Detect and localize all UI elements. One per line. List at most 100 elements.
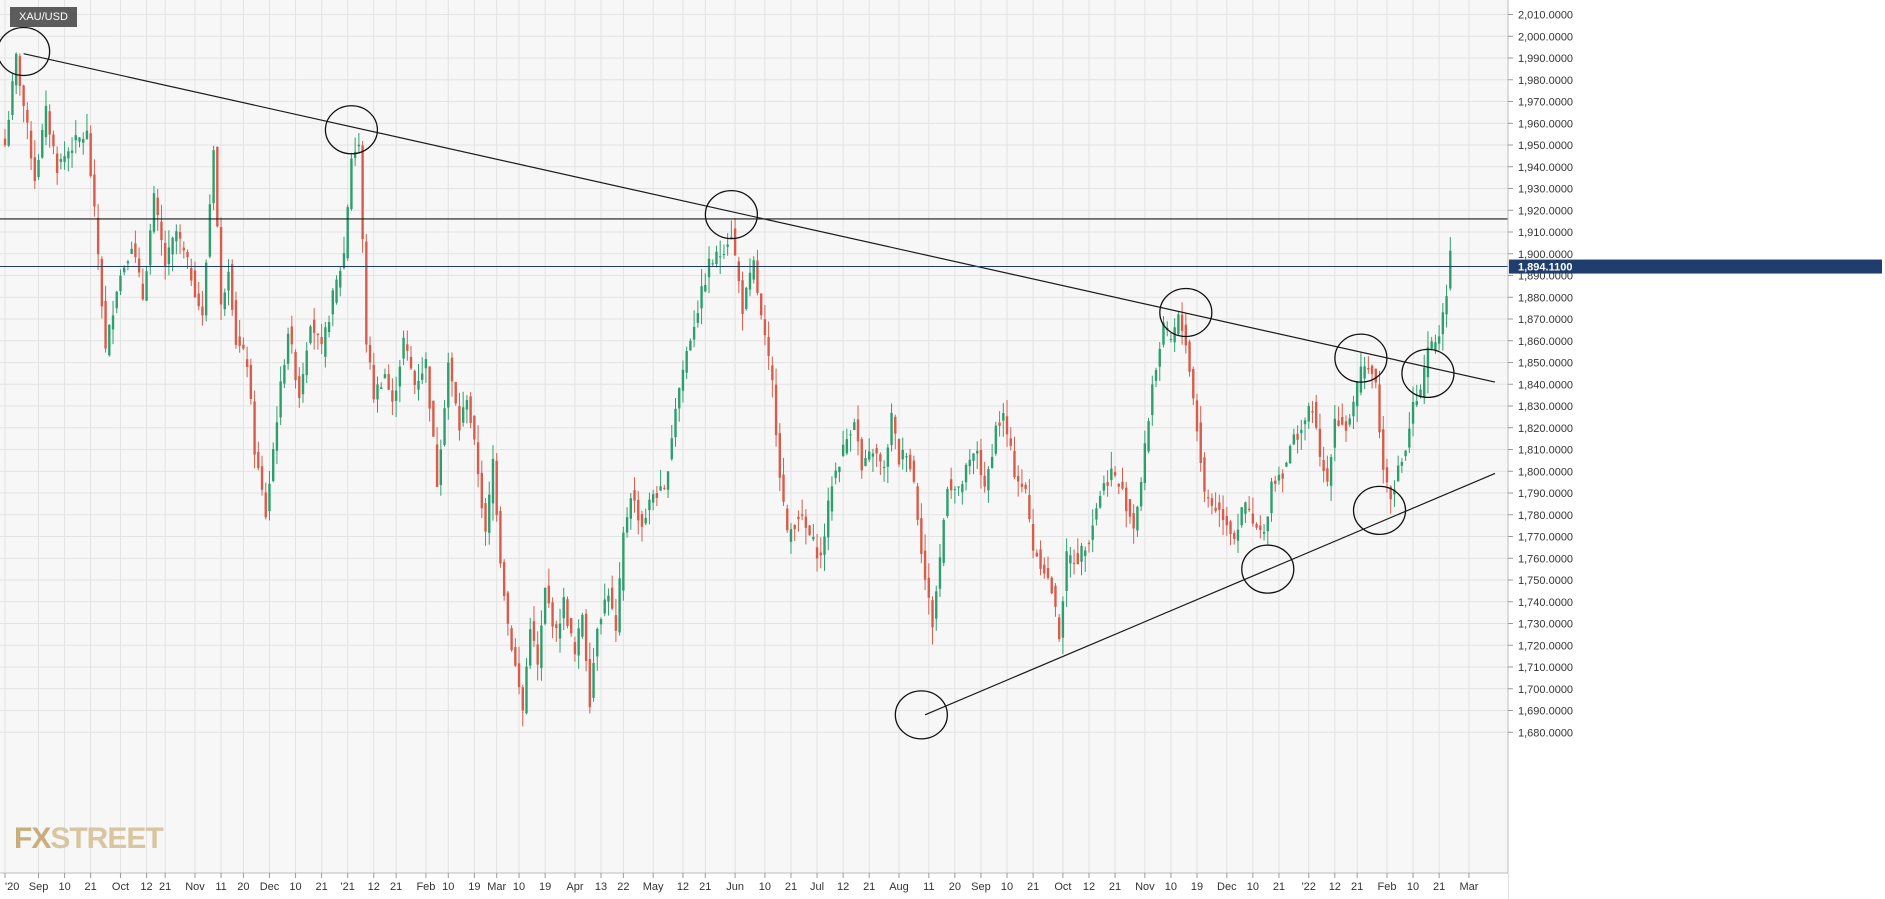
candle bbox=[715, 245, 718, 268]
candle-body bbox=[1002, 413, 1005, 421]
time-tick-label: Dec bbox=[1217, 881, 1237, 893]
candle bbox=[841, 430, 845, 458]
candle bbox=[264, 482, 267, 520]
candle bbox=[774, 368, 778, 447]
candle bbox=[793, 524, 796, 541]
candle bbox=[961, 480, 964, 505]
candle-body bbox=[402, 337, 405, 359]
candle-body bbox=[704, 284, 707, 292]
candle-body bbox=[1158, 348, 1161, 367]
price-tick-label: 1,840.0000 bbox=[1518, 379, 1573, 391]
candle bbox=[104, 285, 107, 353]
candle bbox=[219, 217, 223, 321]
candle bbox=[1344, 415, 1348, 442]
candle-body bbox=[1318, 428, 1322, 457]
candle bbox=[257, 441, 260, 471]
time-axis[interactable]: '20 Sep 10 21 Oct 12 21 Nov 11 20 Dec 10 21 '21 12 21 Fe… bbox=[0, 872, 1508, 899]
candle bbox=[1136, 505, 1139, 537]
time-tick-label: 12 bbox=[368, 881, 380, 893]
candle-body bbox=[85, 130, 89, 140]
candle-body bbox=[808, 525, 811, 536]
candle-body bbox=[1054, 585, 1057, 607]
candle bbox=[719, 240, 722, 275]
candle bbox=[1002, 403, 1005, 437]
candle-body bbox=[37, 159, 40, 178]
candle-body bbox=[115, 291, 118, 309]
candle-body bbox=[152, 193, 156, 232]
candle-body bbox=[1251, 513, 1255, 524]
candle-body bbox=[1426, 347, 1430, 378]
candle bbox=[74, 120, 77, 154]
candle bbox=[1240, 506, 1243, 528]
candle bbox=[1415, 384, 1418, 408]
candle bbox=[812, 523, 815, 542]
candle bbox=[156, 188, 159, 231]
candle-body bbox=[1043, 564, 1046, 574]
candle bbox=[1329, 454, 1333, 501]
candle bbox=[692, 310, 696, 348]
candle bbox=[1084, 546, 1087, 572]
candle-body bbox=[178, 231, 182, 239]
candle-body bbox=[566, 599, 569, 627]
candle-body bbox=[651, 494, 655, 503]
candle-body bbox=[488, 494, 491, 533]
candle bbox=[96, 204, 100, 270]
candle bbox=[942, 518, 945, 567]
candle-body bbox=[216, 146, 219, 227]
candle-body bbox=[1028, 494, 1031, 520]
candle-body bbox=[629, 498, 632, 519]
candle-body bbox=[532, 621, 536, 641]
candle bbox=[361, 141, 364, 253]
price-tick-label: 1,860.0000 bbox=[1518, 336, 1573, 348]
price-axis[interactable]: 1,680.0000 1,690.0000 1,700.0000 1,710.0000… bbox=[1507, 0, 1885, 899]
time-tick-label: '22 bbox=[1302, 881, 1316, 893]
candle bbox=[137, 247, 141, 278]
candle bbox=[912, 455, 916, 484]
time-tick-label: Apr bbox=[566, 881, 583, 893]
candle bbox=[957, 486, 960, 496]
candle-body bbox=[1233, 532, 1236, 539]
candle-body bbox=[1013, 450, 1016, 478]
candle-body bbox=[841, 444, 845, 456]
candle-body bbox=[406, 344, 409, 351]
candle-body bbox=[622, 532, 625, 591]
candle bbox=[245, 346, 249, 378]
candle-body bbox=[1180, 314, 1184, 332]
candle bbox=[868, 438, 871, 463]
candle-body bbox=[979, 449, 983, 476]
price-tick-label: 1,810.0000 bbox=[1518, 445, 1573, 457]
candle bbox=[998, 411, 1001, 437]
candle bbox=[722, 244, 726, 259]
candle bbox=[815, 533, 819, 572]
price-tick-label: 1,930.0000 bbox=[1518, 184, 1573, 196]
candle bbox=[160, 204, 163, 256]
time-tick-label: 11 bbox=[215, 881, 226, 893]
candle-body bbox=[1057, 617, 1061, 640]
candle-body bbox=[171, 237, 174, 255]
candle bbox=[182, 241, 185, 259]
candle bbox=[1158, 342, 1161, 381]
candle-body bbox=[786, 508, 789, 531]
candle-body bbox=[1430, 341, 1433, 349]
candle-body bbox=[1404, 450, 1407, 457]
candle bbox=[689, 338, 692, 351]
candle bbox=[428, 366, 431, 422]
candle-body bbox=[1102, 483, 1106, 491]
candle-body bbox=[1419, 389, 1422, 397]
candle bbox=[1322, 446, 1325, 483]
candle bbox=[1020, 469, 1024, 493]
candle bbox=[1054, 583, 1057, 617]
candle-body bbox=[1039, 549, 1042, 569]
candle-body bbox=[1389, 486, 1392, 500]
candle bbox=[316, 333, 320, 350]
candle bbox=[1315, 394, 1318, 430]
candle bbox=[1117, 483, 1120, 495]
candle-body bbox=[59, 159, 63, 162]
candle bbox=[394, 376, 398, 418]
candle bbox=[89, 125, 92, 178]
candle-body bbox=[581, 614, 584, 637]
candle-body bbox=[461, 407, 465, 423]
candle-body bbox=[774, 384, 778, 436]
